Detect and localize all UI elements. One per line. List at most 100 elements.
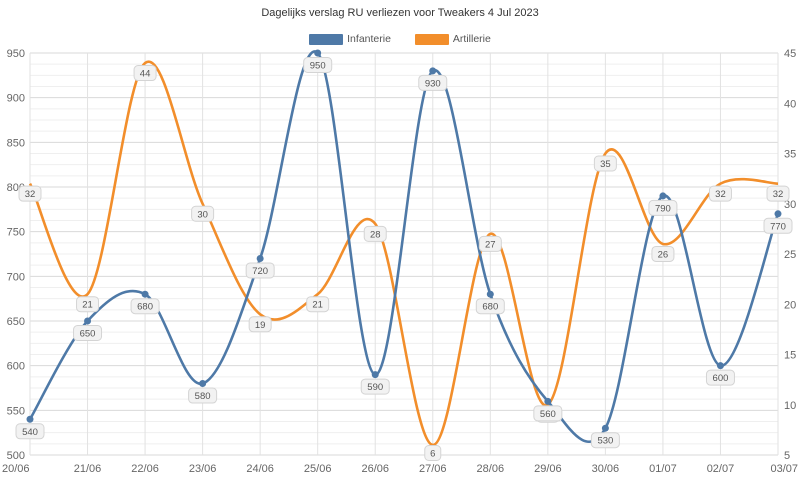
x-tick-label: 02/07: [707, 463, 735, 475]
legend-label-infanterie: Infanterie: [347, 33, 391, 45]
data-label-artillerie: 27: [478, 235, 502, 252]
svg-text:680: 680: [137, 302, 153, 313]
data-label-artillerie: 26: [651, 245, 675, 262]
data-label-infanterie: 720: [245, 262, 275, 279]
y-right-tick-label: 35: [784, 149, 796, 161]
svg-text:540: 540: [22, 427, 38, 438]
point-infanterie[interactable]: [486, 290, 494, 298]
y-right-tick-label: 15: [784, 350, 796, 362]
axis-layer: 5005506006507007508008509009505101520253…: [2, 48, 798, 475]
y-right-tick-label: 5: [784, 450, 790, 462]
y-right-tick-label: 20: [784, 299, 796, 311]
legend-item-infanterie[interactable]: Infanterie: [309, 33, 391, 45]
point-infanterie[interactable]: [256, 254, 264, 262]
data-label-artillerie: 21: [306, 296, 330, 313]
y-right-tick-label: 45: [784, 48, 796, 60]
legend-swatch-infanterie: [309, 33, 344, 45]
y-left-tick-label: 700: [7, 271, 25, 283]
data-label-infanterie: 680: [475, 298, 505, 315]
y-right-tick-label: 30: [784, 199, 796, 211]
data-label-infanterie: 930: [418, 74, 448, 91]
y-left-tick-label: 650: [7, 316, 25, 328]
point-infanterie[interactable]: [199, 380, 207, 388]
x-tick-label: 29/06: [534, 463, 562, 475]
y-left-tick-label: 600: [7, 361, 25, 373]
series-line-artillerie: [28, 60, 779, 447]
y-right-tick-label: 10: [784, 400, 796, 412]
data-label-infanterie: 540: [15, 423, 45, 440]
svg-text:35: 35: [600, 159, 611, 170]
x-tick-label: 20/06: [2, 463, 30, 475]
x-tick-label: 30/06: [592, 463, 620, 475]
x-tick-label: 25/06: [304, 463, 332, 475]
x-tick-label: 28/06: [477, 463, 505, 475]
svg-text:27: 27: [485, 239, 496, 250]
svg-text:560: 560: [540, 409, 556, 420]
svg-text:530: 530: [597, 436, 613, 447]
x-tick-label: 21/06: [74, 463, 102, 475]
svg-text:930: 930: [425, 78, 441, 89]
data-label-artillerie: 28: [363, 225, 387, 242]
legend-label-artillerie: Artillerie: [452, 33, 491, 45]
point-infanterie[interactable]: [314, 49, 322, 57]
data-label-artillerie: 32: [708, 185, 732, 202]
y-left-tick-label: 550: [7, 405, 25, 417]
x-tick-label: 26/06: [361, 463, 389, 475]
y-left-tick-label: 500: [7, 450, 25, 462]
svg-text:720: 720: [252, 266, 268, 277]
point-infanterie[interactable]: [601, 424, 609, 432]
svg-text:32: 32: [715, 189, 726, 200]
svg-text:32: 32: [25, 189, 36, 200]
point-infanterie[interactable]: [774, 210, 782, 218]
svg-text:30: 30: [197, 209, 208, 220]
point-infanterie[interactable]: [84, 317, 92, 325]
x-tick-label: 22/06: [131, 463, 159, 475]
y-left-tick-label: 900: [7, 93, 25, 105]
svg-text:770: 770: [770, 221, 786, 232]
data-label-infanterie: 560: [533, 405, 563, 422]
svg-text:790: 790: [655, 203, 671, 214]
point-infanterie[interactable]: [716, 362, 724, 370]
y-right-tick-label: 25: [784, 249, 796, 261]
svg-text:580: 580: [195, 391, 211, 402]
point-infanterie[interactable]: [141, 290, 149, 298]
data-label-artillerie: 32: [18, 185, 42, 202]
point-infanterie[interactable]: [544, 397, 552, 405]
chart-title: Dagelijks verslag RU verliezen voor Twea…: [261, 7, 539, 19]
svg-text:32: 32: [773, 189, 784, 200]
point-infanterie[interactable]: [429, 67, 437, 75]
svg-text:26: 26: [658, 249, 669, 260]
data-label-infanterie: 650: [73, 325, 103, 341]
svg-text:44: 44: [140, 69, 151, 80]
data-label-artillerie: 19: [248, 316, 272, 333]
svg-text:600: 600: [713, 373, 729, 384]
legend-item-artillerie[interactable]: Artillerie: [414, 33, 491, 45]
data-label-artillerie: 44: [133, 65, 157, 82]
data-label-infanterie: 770: [763, 217, 793, 234]
x-tick-label: 01/07: [649, 463, 677, 475]
data-label-infanterie: 580: [188, 387, 218, 404]
legend-swatch-artillerie: [414, 33, 449, 45]
data-label-infanterie: 950: [303, 57, 333, 73]
svg-text:650: 650: [80, 329, 96, 340]
x-tick-label: 03/07: [770, 463, 798, 475]
point-infanterie[interactable]: [371, 371, 379, 379]
data-label-layer: 3221443019212862710352632325406506805807…: [15, 57, 793, 461]
svg-text:950: 950: [310, 61, 326, 72]
x-tick-label: 27/06: [419, 463, 447, 475]
y-left-tick-label: 850: [7, 137, 25, 149]
svg-text:19: 19: [255, 320, 266, 331]
data-label-infanterie: 590: [360, 378, 390, 395]
svg-text:28: 28: [370, 229, 381, 240]
data-label-artillerie: 30: [191, 205, 215, 222]
data-label-infanterie: 790: [648, 199, 678, 216]
data-label-artillerie: 21: [76, 296, 100, 313]
legend: Infanterie Artillerie: [0, 33, 800, 45]
point-infanterie[interactable]: [659, 192, 667, 200]
svg-text:680: 680: [482, 302, 498, 313]
data-label-infanterie: 680: [130, 298, 160, 315]
data-label-infanterie: 600: [705, 369, 735, 386]
y-left-tick-label: 750: [7, 227, 25, 239]
data-label-artillerie: 32: [766, 185, 790, 202]
point-infanterie[interactable]: [26, 415, 34, 423]
